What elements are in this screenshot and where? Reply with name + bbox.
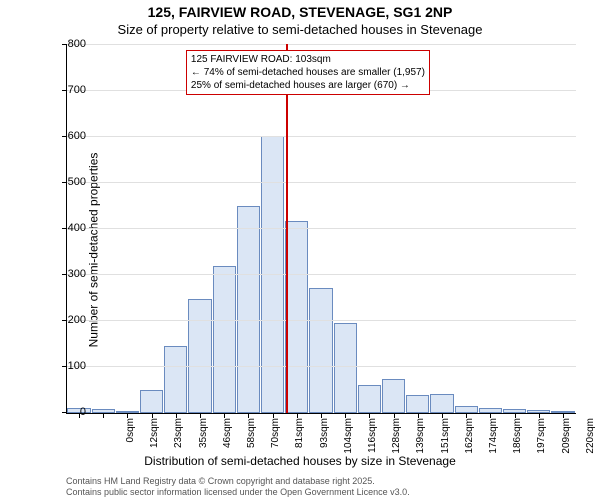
grid-line (67, 136, 576, 137)
xtick-mark (394, 413, 395, 418)
ytick-label: 100 (56, 360, 86, 372)
grid-line (67, 366, 576, 367)
annotation-box: 125 FAIRVIEW ROAD: 103sqm ← 74% of semi-… (186, 50, 430, 95)
footer-attribution: Contains HM Land Registry data © Crown c… (66, 476, 410, 498)
histogram-bar (237, 206, 260, 413)
xtick-mark (176, 413, 177, 418)
histogram-bar (358, 385, 381, 413)
grid-line (67, 182, 576, 183)
ytick-label: 800 (56, 38, 86, 50)
grid-line (67, 44, 576, 45)
xtick-mark (490, 413, 491, 418)
histogram-bar (406, 395, 429, 413)
annotation-line1: 125 FAIRVIEW ROAD: 103sqm (191, 53, 425, 66)
ytick-label: 600 (56, 130, 86, 142)
xtick-mark (248, 413, 249, 418)
xtick-mark (515, 413, 516, 418)
annotation-line3: 25% of semi-detached houses are larger (… (191, 79, 425, 92)
xtick-mark (321, 413, 322, 418)
histogram-bar (334, 323, 357, 413)
plot-area: 125 FAIRVIEW ROAD: 103sqm ← 74% of semi-… (66, 44, 576, 414)
xtick-mark (345, 413, 346, 418)
grid-line (67, 320, 576, 321)
histogram-bar (213, 266, 236, 413)
reference-line (286, 44, 288, 413)
ytick-label: 500 (56, 176, 86, 188)
histogram-bar (188, 299, 211, 413)
xtick-mark (224, 413, 225, 418)
xtick-mark (442, 413, 443, 418)
annotation-line2: ← 74% of semi-detached houses are smalle… (191, 66, 425, 79)
footer-line2: Contains public sector information licen… (66, 487, 410, 498)
histogram-bar (309, 288, 332, 413)
xtick-mark (466, 413, 467, 418)
histogram-chart: 125, FAIRVIEW ROAD, STEVENAGE, SG1 2NP S… (0, 0, 600, 500)
chart-title-line1: 125, FAIRVIEW ROAD, STEVENAGE, SG1 2NP (0, 4, 600, 20)
xtick-mark (539, 413, 540, 418)
ytick-label: 300 (56, 268, 86, 280)
xtick-mark (273, 413, 274, 418)
grid-line (67, 228, 576, 229)
xtick-mark (200, 413, 201, 418)
xtick-mark (369, 413, 370, 418)
ytick-label: 700 (56, 84, 86, 96)
ytick-label: 400 (56, 222, 86, 234)
ytick-label: 0 (56, 406, 86, 418)
xtick-mark (297, 413, 298, 418)
xtick-mark (563, 413, 564, 418)
xtick-mark (127, 413, 128, 418)
grid-line (67, 274, 576, 275)
histogram-bar (455, 406, 478, 413)
histogram-bar (164, 346, 187, 413)
xtick-mark (418, 413, 419, 418)
histogram-bar (382, 379, 405, 414)
histogram-bar (430, 394, 453, 413)
xtick-mark (152, 413, 153, 418)
ytick-label: 200 (56, 314, 86, 326)
histogram-bar (140, 390, 163, 413)
x-axis-label: Distribution of semi-detached houses by … (0, 454, 600, 468)
histogram-bar (285, 221, 308, 413)
chart-title-line2: Size of property relative to semi-detach… (0, 22, 600, 37)
footer-line1: Contains HM Land Registry data © Crown c… (66, 476, 410, 487)
xtick-mark (103, 413, 104, 418)
